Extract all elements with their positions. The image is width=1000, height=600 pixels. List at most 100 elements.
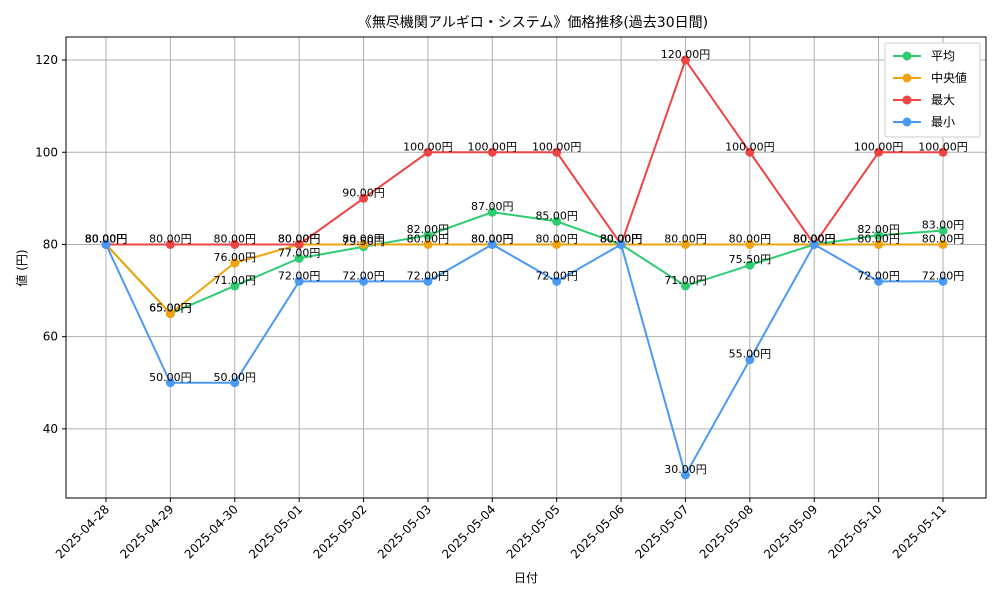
- data-label: 80.00円: [214, 232, 257, 245]
- data-point: [359, 193, 369, 203]
- grid: [66, 37, 986, 498]
- data-label: 55.00円: [729, 348, 772, 361]
- y-tick-label: 40: [43, 422, 58, 436]
- data-label: 87.00円: [471, 200, 514, 213]
- data-label: 80.00円: [471, 232, 514, 245]
- chart-title: 《無尽機関アルギロ・システム》価格推移(過去30日間): [358, 15, 708, 31]
- data-label: 100.00円: [532, 140, 582, 153]
- legend-item-最小: 最小: [893, 115, 955, 129]
- legend-swatch-marker: [902, 73, 912, 83]
- x-tick-label: 2025-04-30: [182, 502, 241, 561]
- data-point: [809, 239, 819, 249]
- y-tick-label: 120: [35, 53, 58, 67]
- data-label: 80.00円: [793, 232, 836, 245]
- data-point: [938, 147, 948, 157]
- x-tick-label: 2025-05-08: [697, 502, 756, 561]
- data-point: [745, 147, 755, 157]
- series-layer: [101, 55, 948, 480]
- y-axis-label: 値 (円): [14, 249, 29, 286]
- data-point: [616, 239, 626, 249]
- data-label: 80.00円: [278, 232, 321, 245]
- series-line: [105, 243, 943, 315]
- data-label: 80.00円: [85, 232, 128, 245]
- legend-item-中央値: 中央値: [893, 70, 967, 85]
- series-line: [106, 57, 943, 247]
- x-tick-label: 2025-05-02: [310, 502, 369, 561]
- legend-swatch-marker: [902, 95, 912, 105]
- data-point: [294, 276, 304, 286]
- data-label: 80.00円: [729, 232, 772, 245]
- y-axis-ticks: 40 60 80 100 120: [35, 53, 66, 436]
- data-label: 80.00円: [664, 232, 707, 245]
- data-point: [423, 147, 433, 157]
- data-label: 72.00円: [857, 269, 900, 282]
- data-label: 65.00円: [149, 302, 192, 315]
- data-point: [552, 147, 562, 157]
- legend-swatch-marker: [902, 51, 912, 61]
- x-tick-label: 2025-05-10: [826, 502, 885, 561]
- data-label: 80.00円: [922, 232, 965, 245]
- data-label: 80.00円: [793, 232, 836, 245]
- legend-item-平均: 平均: [893, 49, 955, 63]
- data-label: 100.00円: [918, 140, 968, 153]
- data-point: [874, 276, 884, 286]
- data-label: 80.00円: [600, 232, 643, 245]
- data-label: 80.00円: [85, 232, 128, 245]
- data-label: 80.00円: [600, 232, 643, 245]
- data-point: [230, 258, 240, 268]
- x-tick-label: 2025-05-04: [439, 502, 498, 561]
- data-point: [165, 378, 175, 388]
- legend-box: [884, 42, 981, 138]
- series-最小: [101, 239, 948, 480]
- x-tick-label: 2025-04-29: [117, 502, 176, 561]
- data-label: 100.00円: [403, 140, 453, 153]
- data-label: 71.00円: [664, 274, 707, 287]
- x-tick-label: 2025-04-28: [53, 502, 112, 561]
- data-point: [745, 260, 755, 270]
- data-label: 80.00円: [535, 232, 578, 245]
- data-label: 72.00円: [342, 269, 385, 282]
- data-label: 80.00円: [471, 232, 514, 245]
- data-point: [874, 230, 884, 240]
- data-point: [680, 55, 690, 65]
- data-point: [745, 355, 755, 365]
- legend-swatch-marker: [902, 117, 912, 127]
- data-point: [680, 470, 690, 480]
- x-tick-label: 2025-05-03: [375, 502, 434, 561]
- x-axis-label: 日付: [514, 571, 538, 585]
- data-label: 50.00円: [149, 371, 192, 384]
- data-point: [552, 216, 562, 226]
- data-label: 82.00円: [857, 223, 900, 236]
- data-point: [423, 230, 433, 240]
- data-labels: 80.00円 65.00円 71.00円 77.00円 79.50円 82.00円 87.0…: [85, 48, 968, 476]
- data-point: [230, 378, 240, 388]
- legend-item-最大: 最大: [893, 93, 955, 107]
- data-label: 100.00円: [854, 140, 904, 153]
- data-label: 72.00円: [535, 269, 578, 282]
- data-label: 100.00円: [725, 140, 775, 153]
- legend-label: 最小: [931, 115, 955, 129]
- data-label: 65.00円: [149, 302, 192, 315]
- data-label: 50.00円: [214, 371, 257, 384]
- data-point: [745, 239, 755, 249]
- data-point: [938, 226, 948, 236]
- data-point: [552, 239, 562, 249]
- data-label: 100.00円: [468, 140, 518, 153]
- data-point: [938, 276, 948, 286]
- legend-label: 最大: [931, 93, 955, 107]
- x-tick-label: 2025-05-01: [246, 502, 305, 561]
- data-label: 80.00円: [85, 232, 128, 245]
- data-label: 75.50円: [729, 253, 772, 266]
- data-point: [423, 239, 433, 249]
- data-point: [359, 239, 369, 249]
- data-label: 72.00円: [278, 269, 321, 282]
- data-point: [874, 239, 884, 249]
- data-label: 77.00円: [278, 246, 321, 259]
- data-label: 72.00円: [922, 269, 965, 282]
- data-label: 79.50円: [342, 235, 385, 248]
- x-tick-label: 2025-05-11: [890, 502, 949, 561]
- data-point: [938, 239, 948, 249]
- data-point: [680, 239, 690, 249]
- data-label: 80.00円: [407, 232, 450, 245]
